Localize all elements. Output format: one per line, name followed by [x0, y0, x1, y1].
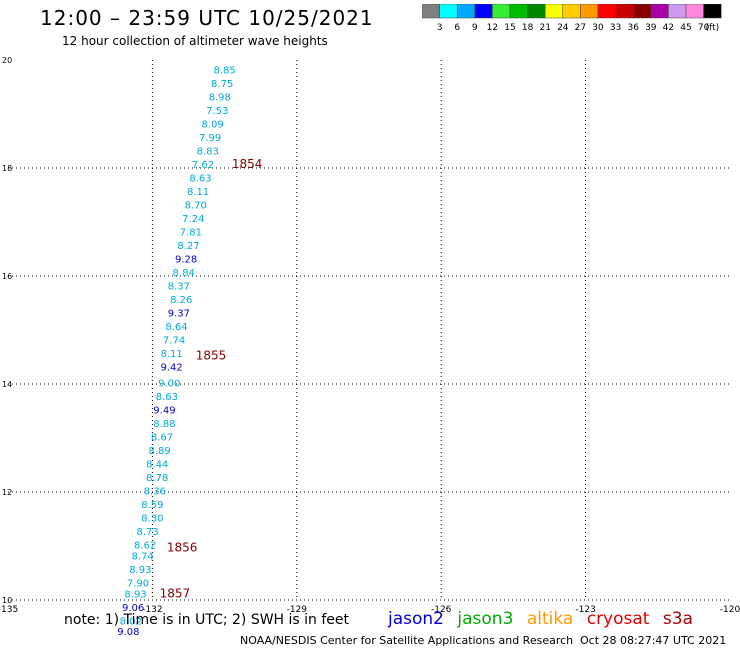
colorbar-label: 27: [575, 23, 586, 33]
swh-data-point: 8.78: [146, 473, 168, 484]
swh-data-point: 8.98: [209, 93, 231, 104]
swh-data-point: 8.93: [129, 565, 151, 576]
x-tick-label: -132: [142, 605, 162, 615]
colorbar-label: 15: [504, 23, 515, 33]
y-tick-label: 10: [2, 596, 12, 605]
chart-subtitle: 12 hour collection of altimeter wave hei…: [62, 34, 328, 48]
time-label: 1856: [167, 540, 198, 554]
x-tick-label: -120: [720, 605, 740, 615]
colorbar-label: 3: [437, 23, 443, 33]
swh-data-point: 8.26: [170, 295, 192, 306]
colorbar-label: 9: [472, 23, 478, 33]
colorbar-label: 24: [557, 23, 569, 33]
swh-data-point: 9.37: [168, 309, 190, 320]
time-label: 1857: [160, 586, 191, 600]
swh-data-point: 8.62: [134, 541, 156, 552]
x-tick-label: -135: [0, 605, 18, 615]
swh-data-point: 8.85: [213, 66, 235, 77]
colorbar-label: 33: [610, 23, 621, 33]
swh-data-point: 8.70: [185, 201, 207, 212]
swh-data-point: 8.02: [120, 616, 142, 627]
swh-data-point: 8.93: [124, 589, 146, 600]
satellite-jason3: jason3: [457, 609, 514, 629]
satellite-altika: altika: [526, 609, 574, 629]
satellite-jason2: jason2: [388, 609, 444, 629]
swh-data-point: 8.11: [161, 349, 183, 360]
swh-data-point: 8.11: [187, 187, 209, 198]
colorbar-label: 45: [680, 23, 691, 33]
colorbar-swatch: [703, 4, 722, 19]
swh-data-point: 8.27: [177, 241, 199, 252]
time-label: 1854: [232, 157, 263, 171]
swh-data-point: 8.88: [153, 419, 175, 430]
colorbar-unit: (ft): [706, 23, 720, 33]
swh-data-point: 8.37: [168, 282, 190, 293]
swh-data-point: 8.44: [146, 460, 168, 471]
swh-data-point: 7.53: [206, 106, 228, 117]
swh-data-point: 7.24: [182, 214, 204, 225]
footer-note: note: 1) Time is in UTC; 2) SWH is in fe…: [64, 612, 350, 628]
satellite-cryosat: cryosat: [586, 609, 650, 629]
credit-text: NOAA/NESDIS Center for Satellite Applica…: [240, 634, 574, 647]
colorbar-label: 42: [663, 23, 674, 33]
satellite-legend: jason2 jason3 altika cryosat s3a: [388, 609, 701, 629]
y-tick-label: 18: [2, 164, 12, 173]
swh-data-point: 9.06: [122, 603, 144, 614]
swh-data-point: 7.74: [163, 336, 185, 347]
colorbar-label: 70: [698, 23, 710, 33]
swh-data-point: 8.36: [144, 487, 166, 498]
y-tick-label: 12: [2, 488, 12, 497]
swh-data-point: 7.62: [192, 160, 214, 171]
y-tick-label: 14: [2, 380, 12, 389]
swh-data-point: 8.09: [201, 120, 223, 131]
x-tick-label: -129: [287, 605, 308, 615]
colorbar-label: 18: [522, 23, 534, 33]
swh-data-point: 8.67: [151, 433, 173, 444]
x-tick-label: -123: [575, 605, 595, 615]
swh-data-point: 8.75: [211, 79, 233, 90]
colorbar-label: 6: [454, 23, 460, 33]
swh-data-point: 8.74: [132, 552, 154, 563]
swh-data-point: 9.08: [117, 627, 139, 638]
swh-data-point: 8.63: [156, 392, 178, 403]
colorbar-label: 36: [627, 23, 639, 33]
swh-data-point: 8.84: [173, 268, 195, 279]
swh-data-point: 8.73: [136, 527, 158, 538]
swh-data-point: 9.49: [153, 406, 175, 417]
chart-title: 12:00 – 23:59 UTC 10/25/2021: [40, 6, 374, 30]
swh-data-point: 9.28: [175, 255, 197, 266]
swh-data-point: 9.00: [158, 379, 180, 390]
swh-data-point: 8.64: [165, 322, 187, 333]
swh-data-point: 8.30: [141, 514, 163, 525]
color-legend: 3 6 9 12 15 18 21 24 27 30 33 36 39 42 45 70(ft): [422, 4, 722, 33]
swh-data-point: 7.90: [127, 579, 149, 590]
swh-data-point: 8.89: [148, 446, 170, 457]
colorbar-label: 39: [645, 23, 657, 33]
swh-data-point: 9.42: [161, 363, 183, 374]
colorbar-label: 12: [487, 23, 498, 33]
swh-data-point: 7.81: [180, 228, 202, 239]
y-tick-label: 16: [2, 272, 12, 281]
satellite-s3a: s3a: [662, 609, 693, 629]
colorbar-label: 30: [592, 23, 604, 33]
y-tick-label: 20: [2, 56, 12, 65]
time-label: 1855: [196, 349, 227, 363]
generated-timestamp: Oct 28 08:27:47 UTC 2021: [580, 634, 727, 647]
swh-data-point: 8.63: [189, 174, 211, 185]
swh-data-point: 7.99: [199, 133, 221, 144]
swh-data-point: 8.83: [197, 147, 219, 158]
x-tick-label: -126: [431, 605, 452, 615]
swh-data-point: 8.59: [141, 500, 163, 511]
colorbar-label: 21: [539, 23, 550, 33]
